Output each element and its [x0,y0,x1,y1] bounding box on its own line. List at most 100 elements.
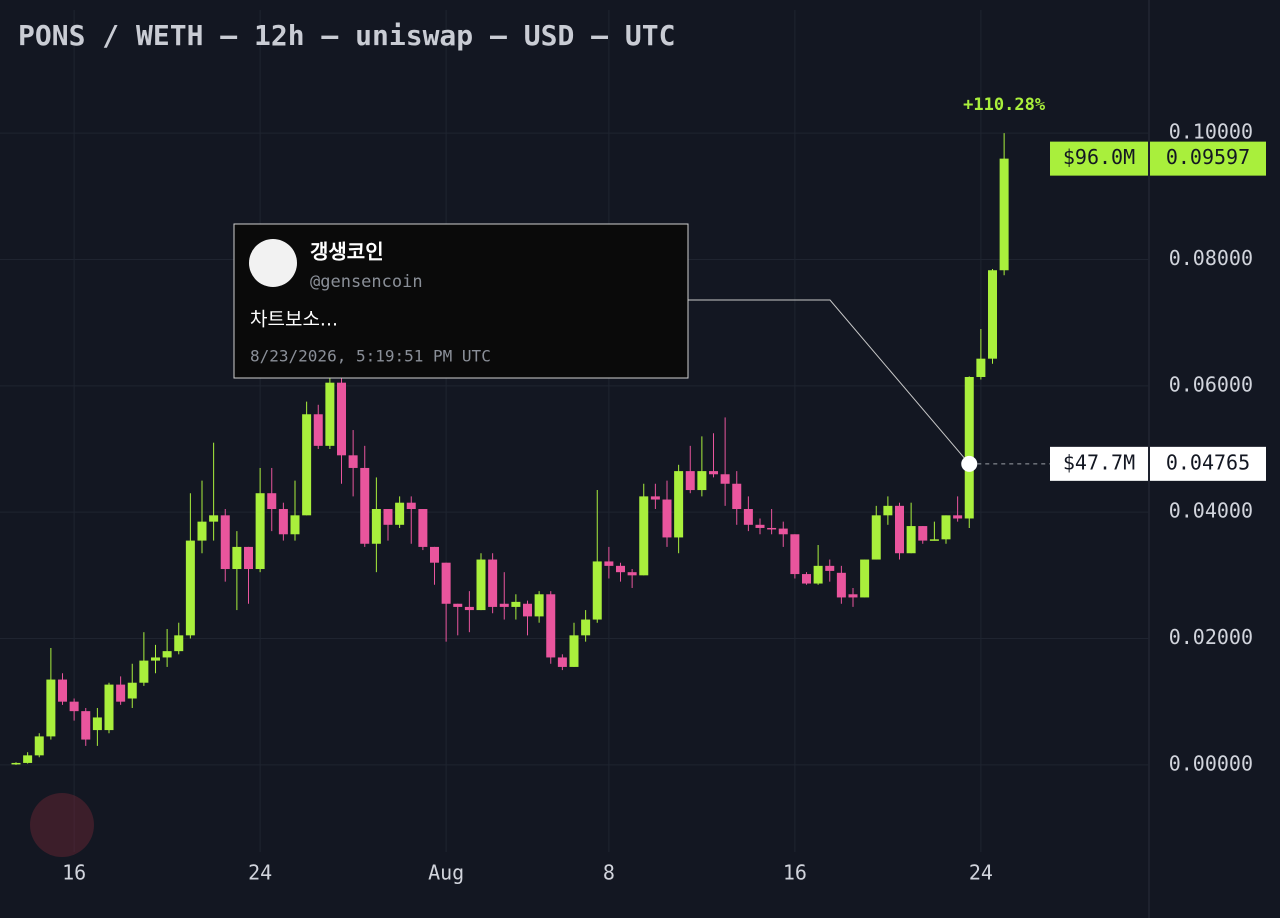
candle-body [732,483,742,510]
candle-body [871,515,881,560]
candle-body [627,572,637,576]
x-tick-label: 24 [969,861,993,885]
x-tick-label: 8 [603,861,615,885]
x-tick-label: 16 [783,861,807,885]
candle-body [92,717,102,731]
candle-body [778,528,788,535]
candle-body [11,762,21,765]
candle-body [790,534,800,575]
candle-body [604,561,614,566]
candle-body [209,515,219,522]
tweet-mcap: $47.7M [1063,450,1135,474]
candle-body [174,635,184,652]
candle-body [674,471,684,538]
y-tick-label: 0.02000 [1169,625,1253,649]
candle-body [755,524,765,528]
candle-body [825,565,835,571]
candle-body [476,559,486,611]
mcap-tag-box [1050,141,1148,176]
candle-body [430,546,439,563]
candle-body [918,526,928,541]
candle-body [848,594,858,598]
candle-body [802,574,811,584]
candle-body [953,515,963,519]
tweet-marker [961,455,978,472]
y-tick-label: 0.00000 [1169,751,1253,775]
mcap-tag: $96.0M [1063,145,1135,169]
candle-body [720,474,730,484]
avatar [249,239,297,287]
price-tag: 0.09597 [1166,145,1250,169]
y-tick-label: 0.04000 [1169,499,1253,523]
candle-body [441,562,451,604]
candle-body [488,559,498,607]
candle-body [685,471,695,491]
candle-body [860,559,870,598]
candle-body [557,657,567,667]
candle-body [883,505,893,516]
candles [11,133,1009,765]
candle-body [278,509,288,535]
candle-body [709,471,718,475]
candle-body [232,546,242,570]
candle-body [185,540,195,636]
candle-body [127,682,137,699]
candle-body [23,755,33,763]
candle-body [639,496,649,576]
candle-body [546,594,556,658]
candle-body [895,505,904,554]
watermark-logo [30,793,94,857]
candle-body [348,455,358,468]
candle-body [836,572,846,598]
candle-body [569,635,579,667]
candle-body [418,509,428,547]
candle-body [464,606,474,611]
tweet-price: 0.04765 [1166,450,1250,474]
candle-body [767,527,777,530]
tweet-time: 8/23/2026, 5:19:51 PM UTC [250,347,491,366]
chart-title: PONS / WETH — 12h — uniswap — USD — UTC [18,19,675,52]
candle-body [697,471,707,491]
candle-body [662,499,672,538]
candle-body [581,619,591,636]
candle-body [360,467,370,544]
candle-body [197,521,207,541]
y-tick-label: 0.06000 [1169,372,1253,396]
candle-body [58,679,67,702]
candle-body [976,358,986,377]
tweet-mcap-box [1050,446,1148,481]
candle-body [337,382,346,456]
x-tick-label: 16 [62,861,86,885]
candle-body [290,515,300,535]
candle-body [302,414,312,516]
candle-body [941,515,951,540]
tweet-connector [688,299,970,465]
candle-body [244,546,253,570]
candle-body [813,565,823,584]
tweet-name: 갱생코인 [310,240,384,264]
candle-body [534,594,544,617]
candle-body [139,660,149,683]
candle-body [523,603,532,617]
candle-body [964,376,974,519]
overlay: +110.28% $96.0M 0.09597 $47.7M 0.04765 [688,95,1266,481]
candle-body [616,565,625,573]
candle-body [743,509,753,525]
candle-body [650,496,660,500]
candle-body [395,502,405,525]
candle-body [162,651,172,658]
candle-body [999,158,1009,271]
price-tag-box [1150,141,1266,176]
candle-body [104,684,114,731]
candle-body [325,382,335,446]
candle-body [988,270,997,359]
grid: 0.00000 0.02000 0.04000 0.06000 0.08000 0.100… [0,10,1253,885]
candle-body [81,711,91,740]
candle-body [46,679,56,737]
tweet-card: 갱생코인 @gensencoin 차트보소... 8/23/2026, 5:19… [233,223,689,379]
change-label: +110.28% [963,95,1046,115]
candle-body [511,601,521,607]
candle-body [255,493,265,570]
